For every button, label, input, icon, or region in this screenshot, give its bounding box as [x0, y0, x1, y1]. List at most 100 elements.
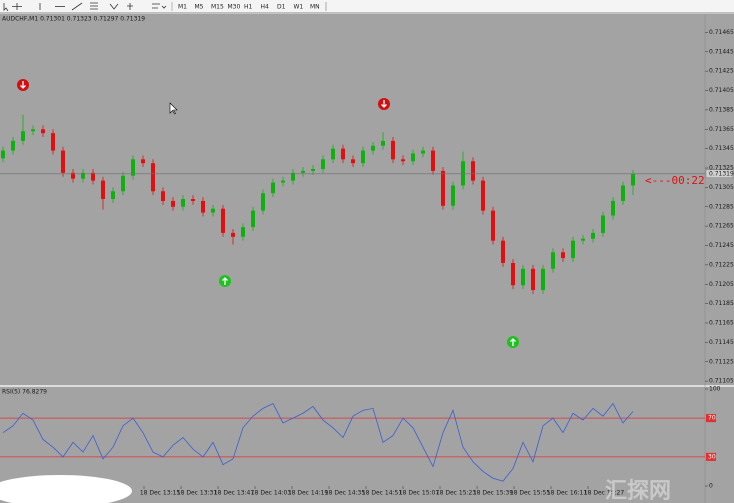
timeframe-button[interactable]: M30: [228, 4, 241, 11]
candle-body: [621, 185, 625, 201]
candle-body: [81, 172, 85, 179]
candle-body: [51, 133, 55, 151]
timeframe-button[interactable]: M1: [178, 4, 187, 11]
rsi-line: [2, 402, 634, 482]
candle-body: [221, 208, 225, 233]
x-tick-label: 18 Dec 15:55: [510, 490, 551, 497]
candle-body: [391, 140, 395, 160]
candle-body: [421, 150, 425, 154]
candle-body: [71, 172, 75, 179]
level-box: [706, 414, 716, 423]
timeframe-button[interactable]: D1: [277, 4, 286, 11]
y-tick-label: 0.71125: [709, 358, 734, 365]
candle-body: [351, 159, 355, 164]
y-tick-label: 0.71385: [709, 106, 734, 113]
last-price-label: 0.71319: [709, 170, 734, 177]
candle-body: [271, 182, 275, 194]
y-tick-label: 0.71325: [709, 165, 734, 172]
fibo-tool[interactable]: [90, 2, 98, 10]
candle-body: [601, 215, 605, 233]
candle-body: [411, 153, 415, 162]
candle-body: [181, 199, 185, 207]
candle-body: [361, 150, 365, 164]
candle-body: [331, 148, 335, 160]
candle-body: [551, 252, 555, 269]
rsi-title: RSI(5) 76.8279: [2, 389, 47, 396]
x-tick-label: 18 Dec 15:23: [436, 490, 477, 497]
level-box: [706, 452, 716, 461]
candle-body: [161, 191, 165, 201]
candle-body: [341, 148, 345, 160]
cursor-tool[interactable]: [3, 3, 9, 12]
candle-body: [461, 161, 465, 186]
candle-body: [261, 193, 265, 211]
candle-body: [1, 150, 5, 159]
candle-body: [501, 240, 505, 263]
text-tool[interactable]: [127, 3, 133, 10]
x-tick-label: 18 Dec 14:51: [362, 490, 403, 497]
x-tick-label: 18 Dec 14:35: [325, 490, 366, 497]
trend-tool[interactable]: [71, 2, 83, 11]
timeframe-button[interactable]: W1: [294, 4, 304, 11]
candle-body: [451, 185, 455, 206]
candle-body: [531, 268, 535, 291]
candle-body: [231, 232, 235, 237]
candle-body: [201, 200, 205, 213]
candle-body: [491, 210, 495, 241]
candle-body: [191, 199, 195, 201]
chart-background: [0, 14, 734, 503]
y-tick-label: 0.71405: [709, 87, 734, 94]
candle-body: [171, 200, 175, 207]
candle-body: [371, 145, 375, 151]
x-tick-label: 18 Dec 16:27: [584, 490, 625, 497]
y-tick-label: 0.71205: [709, 281, 734, 288]
candle-body: [521, 268, 525, 286]
timeframe-button[interactable]: MN: [310, 4, 320, 11]
candle-body: [591, 232, 595, 239]
y-tick-label: 0.71105: [709, 378, 734, 385]
candle-body: [541, 268, 545, 291]
candle-body: [481, 180, 485, 211]
candle-body: [121, 175, 125, 192]
candle-body: [131, 159, 135, 176]
blur-patch: [0, 475, 132, 503]
y-tick-label: 0.71305: [709, 184, 734, 191]
tool-icons: [3, 2, 173, 12]
candle-body: [571, 240, 575, 259]
crosshair-tool[interactable]: [12, 3, 22, 10]
candle-body: [581, 238, 585, 241]
timeframe-button[interactable]: H4: [261, 4, 270, 11]
candle-body: [91, 172, 95, 181]
y-tick-label: 0: [709, 483, 713, 490]
y-tick-label: 30: [708, 453, 716, 460]
candle-body: [381, 140, 385, 146]
candle-body: [511, 262, 515, 286]
y-tick-label: 0.71265: [709, 223, 734, 230]
last-price-box: [705, 169, 734, 179]
candle-body: [631, 173, 635, 186]
timeframe-button[interactable]: M15: [211, 4, 224, 11]
candle-body: [611, 200, 615, 216]
y-tick-label: 0.71425: [709, 68, 734, 75]
timeframe-button[interactable]: H1: [244, 4, 253, 11]
channel-tool[interactable]: [109, 3, 119, 10]
y-tick-label: 0.71245: [709, 242, 734, 249]
mouse-cursor: [169, 102, 178, 115]
y-tick-label: 0.71145: [709, 339, 734, 346]
x-tick-label: 18 Dec 14:03: [251, 490, 292, 497]
shapes-tool[interactable]: [152, 3, 167, 9]
candle-body: [111, 191, 115, 200]
signal-arrows: [17, 79, 519, 348]
x-tick-label: 18 Dec 15:39: [473, 490, 514, 497]
candle-body: [11, 140, 15, 151]
x-tick-label: 18 Dec 14:19: [288, 490, 329, 497]
timeframe-button[interactable]: M5: [195, 4, 204, 11]
candle-body: [61, 150, 65, 173]
y-tick-label: 0.71365: [709, 126, 734, 133]
x-tick-label: 18 Dec 13:15: [140, 490, 181, 497]
toolbar: [0, 0, 734, 13]
candle-body: [151, 163, 155, 192]
y-tick-label: 0.71185: [709, 300, 734, 307]
